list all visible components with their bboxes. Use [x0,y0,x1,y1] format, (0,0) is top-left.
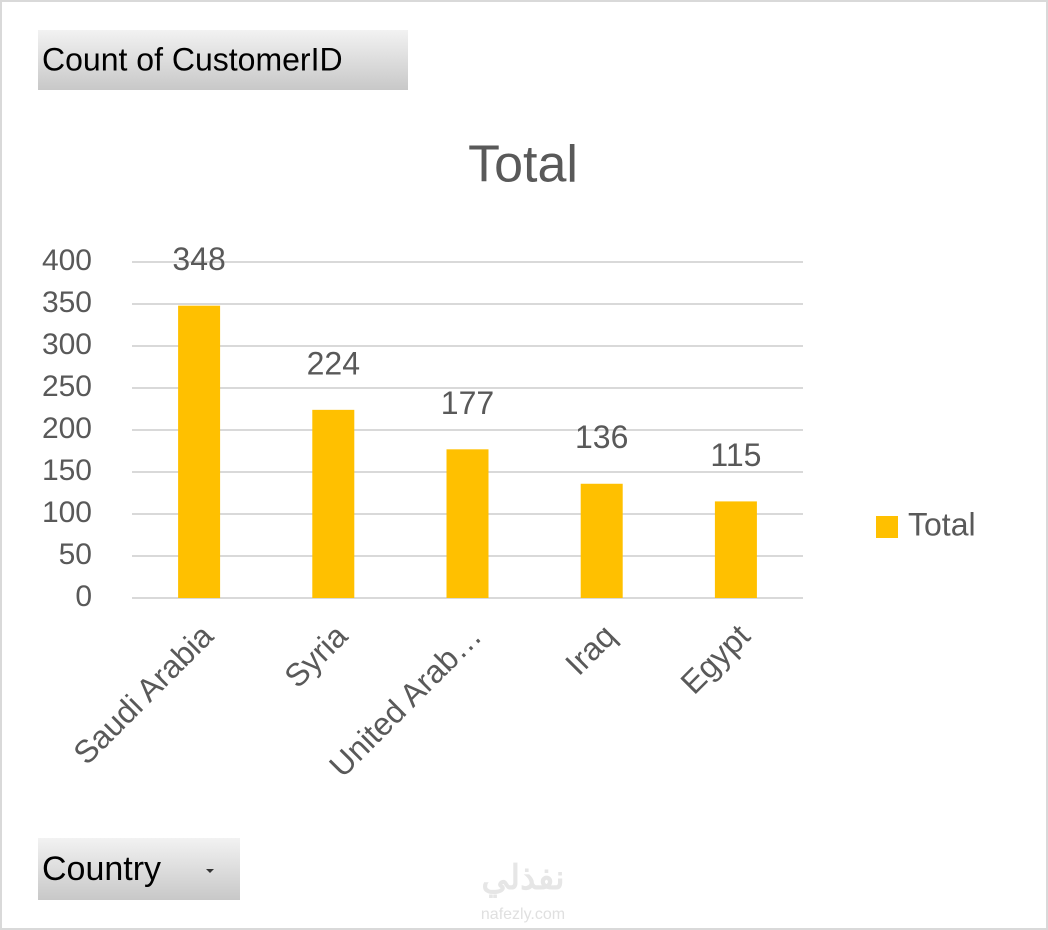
bar [446,449,489,598]
bar [178,305,221,598]
values-field-button[interactable] [38,30,408,90]
y-tick-label: 250 [42,370,92,403]
watermark-url: nafezly.com [481,906,565,923]
watermark: نفذلي [481,859,564,898]
y-tick-label: 300 [42,328,92,361]
dropdown-arrow[interactable] [206,869,214,873]
data-label: 348 [172,241,225,277]
values-field-label: Count of CustomerID [42,41,343,77]
y-tick-label: 50 [59,538,92,571]
data-label: 115 [710,437,761,473]
axis-field-label: Country [42,850,161,888]
bar [312,409,355,598]
y-tick-label: 200 [42,412,92,445]
bar [714,501,757,598]
y-tick-label: 100 [42,496,92,529]
y-tick-label: 0 [75,580,92,613]
y-tick-label: 400 [42,244,92,277]
data-label: 177 [441,385,494,421]
legend-label: Total [908,506,976,542]
data-label: 224 [307,345,360,381]
y-tick-label: 150 [42,454,92,487]
chart-title: Total [468,136,578,194]
data-label: 136 [575,419,628,455]
y-tick-label: 350 [42,286,92,319]
legend-swatch [876,516,898,538]
bar [580,483,623,598]
